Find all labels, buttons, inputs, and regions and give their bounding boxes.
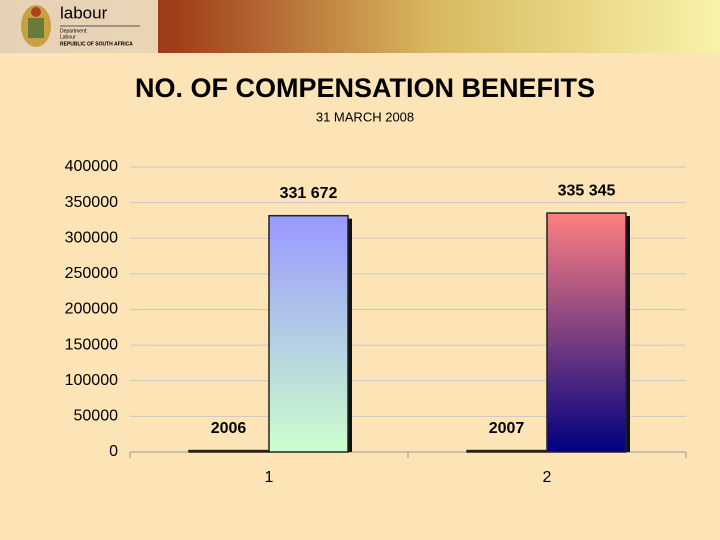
chart-subtitle: 31 MARCH 2008 <box>316 109 414 124</box>
y-tick-label: 200000 <box>65 301 118 318</box>
y-tick-label: 400000 <box>65 158 118 175</box>
data-label: 2006 <box>211 420 247 437</box>
bar <box>268 214 349 453</box>
y-tick-label: 300000 <box>65 229 118 246</box>
y-tick-label: 0 <box>109 443 118 460</box>
y-tick-label: 350000 <box>65 194 118 211</box>
bar <box>188 449 269 453</box>
department: Department: <box>60 28 88 34</box>
y-tick-label: 250000 <box>65 265 118 282</box>
chart-title: NO. OF COMPENSATION BENEFITS <box>135 73 595 103</box>
unit: Labour <box>60 34 76 40</box>
country: REPUBLIC OF SOUTH AFRICA <box>60 41 133 47</box>
data-label: 331 672 <box>280 185 338 202</box>
bar <box>466 449 547 453</box>
x-tick-label: 1 <box>265 469 274 486</box>
y-tick-label: 50000 <box>74 408 119 425</box>
coat-of-arms <box>21 5 51 47</box>
y-tick-label: 150000 <box>65 336 118 353</box>
data-label: 2007 <box>489 420 525 437</box>
x-tick-label: 2 <box>543 469 552 486</box>
brand: labour <box>60 3 108 22</box>
y-tick-label: 100000 <box>65 372 118 389</box>
bar <box>546 212 627 453</box>
data-label: 335 345 <box>558 182 616 199</box>
